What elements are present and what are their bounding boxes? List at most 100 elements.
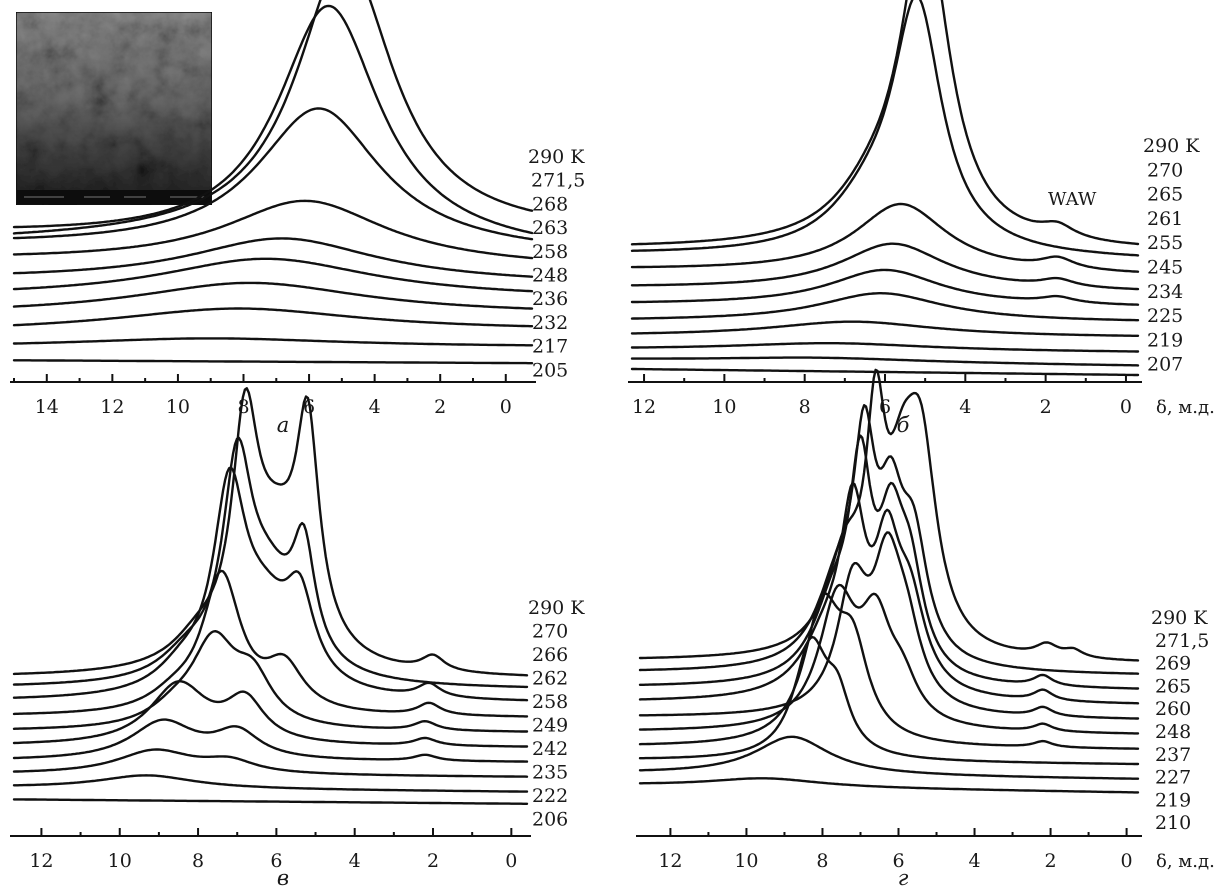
- spectrum-261: [630, 242, 1140, 291]
- x-tick-label: 8: [799, 396, 811, 418]
- spectrum-227: [638, 635, 1140, 766]
- inset-micrograph: [15, 11, 213, 206]
- temperature-label: 269: [1155, 653, 1191, 675]
- temperature-label: 222: [532, 785, 568, 807]
- temperature-label: 290 K: [528, 146, 585, 168]
- spectrum-265: [630, 202, 1140, 273]
- temperature-label: 270: [1147, 159, 1183, 181]
- temperature-label: 219: [1147, 329, 1183, 351]
- x-tick-label: 10: [734, 850, 758, 872]
- temperature-label: 260: [1155, 698, 1191, 720]
- spectrum-232: [12, 307, 534, 328]
- spectrum-290-K: [12, 387, 529, 677]
- temperature-label: 270: [532, 621, 568, 643]
- x-tick-label: 2: [1045, 850, 1057, 872]
- spectrum-290-K: [638, 368, 1140, 662]
- spectrum-207: [630, 367, 1140, 377]
- panel-3: 12 10 8 6 4 2 0 δ, м.д.290 K271,526926526024823…: [636, 368, 1215, 890]
- spectrum-270: [12, 436, 529, 689]
- temperature-label: 234: [1147, 281, 1183, 303]
- spectrum-260: [638, 531, 1140, 720]
- spectrum-219: [630, 356, 1140, 367]
- x-tick-label: 6: [270, 850, 282, 872]
- x-tick-label: 14: [35, 396, 59, 418]
- temperature-label: 245: [1147, 257, 1183, 279]
- x-tick-label: 2: [427, 850, 439, 872]
- x-tick-label: 0: [1121, 850, 1133, 872]
- spectrum-271-5: [638, 404, 1140, 675]
- spectrum-265: [638, 481, 1140, 705]
- x-tick-label: 12: [632, 396, 656, 418]
- spectrum-217: [12, 337, 534, 347]
- temperature-label: 248: [532, 265, 568, 287]
- spectrum-266: [12, 466, 529, 702]
- spectrum-255: [630, 268, 1140, 306]
- x-tick-label: 12: [29, 850, 53, 872]
- x-tick-label: 10: [108, 850, 132, 872]
- spectrum-205: [12, 359, 534, 365]
- x-tick-label: 10: [166, 396, 190, 418]
- temperature-label: 290 K: [1151, 607, 1208, 629]
- temperature-label: 265: [1155, 675, 1191, 697]
- temperature-label: 235: [532, 762, 568, 784]
- panel-letter: г: [898, 866, 909, 890]
- panel-letter: а: [277, 413, 290, 437]
- spectrum-248: [638, 583, 1140, 735]
- x-tick-label: 6: [892, 850, 904, 872]
- temperature-label: 255: [1147, 232, 1183, 254]
- spectrum-206: [12, 798, 529, 805]
- x-tick-label: 4: [959, 396, 971, 418]
- temperature-label: 290 K: [528, 597, 585, 619]
- x-tick-label: 4: [968, 850, 980, 872]
- spectrum-263: [12, 199, 534, 260]
- spectrum-269: [638, 434, 1140, 690]
- spectrum-290-K: [630, 0, 1140, 246]
- x-tick-label: 4: [349, 850, 361, 872]
- spectrum-249: [12, 680, 529, 748]
- spectrum-210: [638, 777, 1140, 794]
- temperature-label: 236: [532, 288, 568, 310]
- x-tick-label: 8: [816, 850, 828, 872]
- x-tick-label: 12: [100, 396, 124, 418]
- temperature-label: 242: [532, 738, 568, 760]
- spectrum-270: [630, 0, 1140, 257]
- spectrum-262: [12, 569, 529, 718]
- temperature-label: 205: [532, 359, 568, 381]
- spectrum-235: [12, 748, 529, 778]
- temperature-label: 258: [532, 241, 568, 263]
- spectrum-225: [630, 342, 1140, 353]
- x-tick-label: 4: [369, 396, 381, 418]
- temperature-label: 219: [1155, 789, 1191, 811]
- spectrum-245: [630, 292, 1140, 322]
- temperature-label: 268: [532, 193, 568, 215]
- temperature-label: 258: [532, 691, 568, 713]
- spectrum-258: [12, 630, 529, 733]
- temperature-label: 266: [532, 644, 568, 666]
- temperature-label: 217: [532, 336, 568, 358]
- spectrum-268: [12, 107, 534, 241]
- x-axis-label: δ, м.д.: [1156, 851, 1215, 872]
- spectrum-237: [638, 592, 1140, 750]
- panel-1: 12 10 8 6 4 2 0 δ, м.д.290 K2702652612552452342…: [628, 0, 1215, 437]
- x-tick-label: 2: [434, 396, 446, 418]
- temperature-label: 210: [1155, 812, 1191, 834]
- x-tick-label: 8: [192, 850, 204, 872]
- temperature-label: 232: [532, 312, 568, 334]
- temperature-label: 206: [532, 809, 568, 831]
- temperature-label: 263: [532, 217, 568, 239]
- temperature-label: 249: [532, 715, 568, 737]
- temperature-label: 261: [1147, 208, 1183, 230]
- spectrum-222: [12, 774, 529, 793]
- temperature-label: 271,5: [1155, 630, 1209, 652]
- spectrum-236: [12, 281, 534, 310]
- panel-letter: в: [277, 866, 289, 890]
- panel-letter: б: [897, 413, 910, 437]
- spectrum-234: [630, 320, 1140, 337]
- spectrum-219: [638, 735, 1140, 780]
- spectrum-271-5: [12, 4, 534, 235]
- spectrum-242: [12, 718, 529, 763]
- temperature-label: 262: [532, 668, 568, 690]
